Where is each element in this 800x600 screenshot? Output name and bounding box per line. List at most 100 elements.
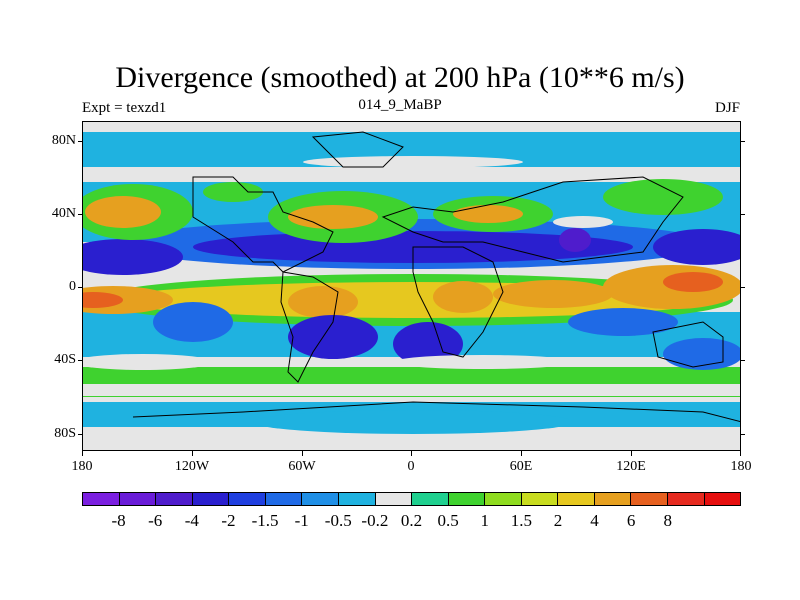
colorbar-swatch [521,493,559,505]
divergence-map [82,121,741,451]
colorbar-label: -0.5 [324,511,352,530]
map-field [83,131,740,450]
colorbar-label: 1.5 [510,511,532,530]
blob-orange-eur [453,205,523,223]
colorbar-label: -1.5 [251,511,279,530]
colorbar-label: 0.2 [400,511,423,530]
outline-africa [412,246,504,358]
lon-label-180w: 180 [71,459,93,474]
colorbar-label: -6 [148,511,163,530]
colorbar-swatch [83,493,120,505]
colorbar-label: 2 [553,511,563,530]
axis-tick [78,214,83,215]
outline-australia [652,321,724,368]
blob-deepblue-west [83,239,183,275]
blob-green-npac [603,179,723,215]
blob-red-wpac [663,272,723,292]
lat-label-eq: 0 [69,279,76,294]
season-label: DJF [714,100,740,116]
case-label: 014_9_MaBP [358,97,442,113]
axis-tick [78,434,83,435]
blob-blue-antarctic [253,410,573,434]
colorbar [82,492,741,506]
gap-north [553,216,613,228]
blob-orange-indian [493,280,613,308]
colorbar-label: 0.5 [437,511,459,530]
colorbar-swatch [558,493,595,505]
axis-tick [192,451,193,456]
gap-arctic [303,156,523,168]
blob-deepblue-s2 [288,315,378,359]
gap-antarctic [83,427,740,450]
colorbar-swatch [448,493,486,505]
axis-tick [302,451,303,456]
colorbar-swatch [119,493,157,505]
lon-label-60e: 60E [509,459,533,474]
gap-s1 [83,354,213,370]
axis-tick [631,451,632,456]
colorbar-swatch [668,493,705,505]
blob-blue-s1 [153,302,233,342]
colorbar-label: 6 [626,511,636,530]
blob-deepblue-east [653,229,740,265]
colorbar-swatch [594,493,632,505]
colorbar-swatch [375,493,413,505]
colorbar-label: 8 [663,511,673,530]
axis-tick [740,360,745,361]
colorbar-label: -1 [294,511,309,530]
axis-tick [78,287,83,288]
blob-deepblue-s3 [393,322,463,366]
map-title: Divergence (smoothed) at 200 hPa (10**6 … [115,61,685,94]
gap-band [83,384,740,396]
gap-s2 [393,355,573,369]
colorbar-swatch [704,493,741,505]
colorbar-swatch [265,493,303,505]
colorbar-label: -0.2 [361,511,389,530]
blob-orange-amazon [288,286,358,318]
lat-label-80s: 80S [54,426,76,441]
axis-tick [78,360,83,361]
lat-label-40s: 40S [54,352,76,367]
axis-tick [740,434,745,435]
blob-orange-natl [288,205,378,229]
colorbar-swatch [229,493,266,505]
axis-tick [740,451,741,456]
colorbar-swatch [302,493,339,505]
blob-red-eq-w [83,292,123,308]
blob-green-npac2 [203,182,263,202]
lon-label-180e: 180 [730,459,752,474]
blob-orange-africa [433,281,493,313]
colorbar-swatch [631,493,668,505]
colorbar-label: -4 [184,511,199,530]
axis-tick [740,141,745,142]
colorbar-swatch [192,493,230,505]
lat-label-80n: 80N [51,133,76,148]
colorbar-swatch [485,493,522,505]
blob-purple [559,228,591,252]
axis-tick [521,451,522,456]
lon-label-120e: 120E [616,459,646,474]
colorbar-swatch [156,493,193,505]
outline-south-america [280,271,339,383]
blob-blue-s4 [568,308,678,336]
axis-tick [411,451,412,456]
axis-tick [82,451,83,456]
outline-antarctica [132,401,740,423]
outline-north-america [192,176,334,273]
blob-orange-nw [85,196,161,228]
lon-label-0: 0 [407,459,415,474]
colorbar-swatch [412,493,449,505]
outline-eurasia [381,176,684,263]
colorbar-label: 1 [480,511,489,530]
colorbar-label: 4 [590,511,599,530]
colorbar-label: -8 [111,511,126,530]
axis-tick [78,141,83,142]
colorbar-label: -2 [221,511,236,530]
colorbar-swatch [338,493,376,505]
outline-greenland [311,131,404,168]
axis-tick [740,287,745,288]
lon-label-60w: 60W [288,459,316,474]
axis-tick [740,214,745,215]
experiment-label: Expt = texzd1 [82,100,167,116]
lat-label-40n: 40N [51,206,76,221]
